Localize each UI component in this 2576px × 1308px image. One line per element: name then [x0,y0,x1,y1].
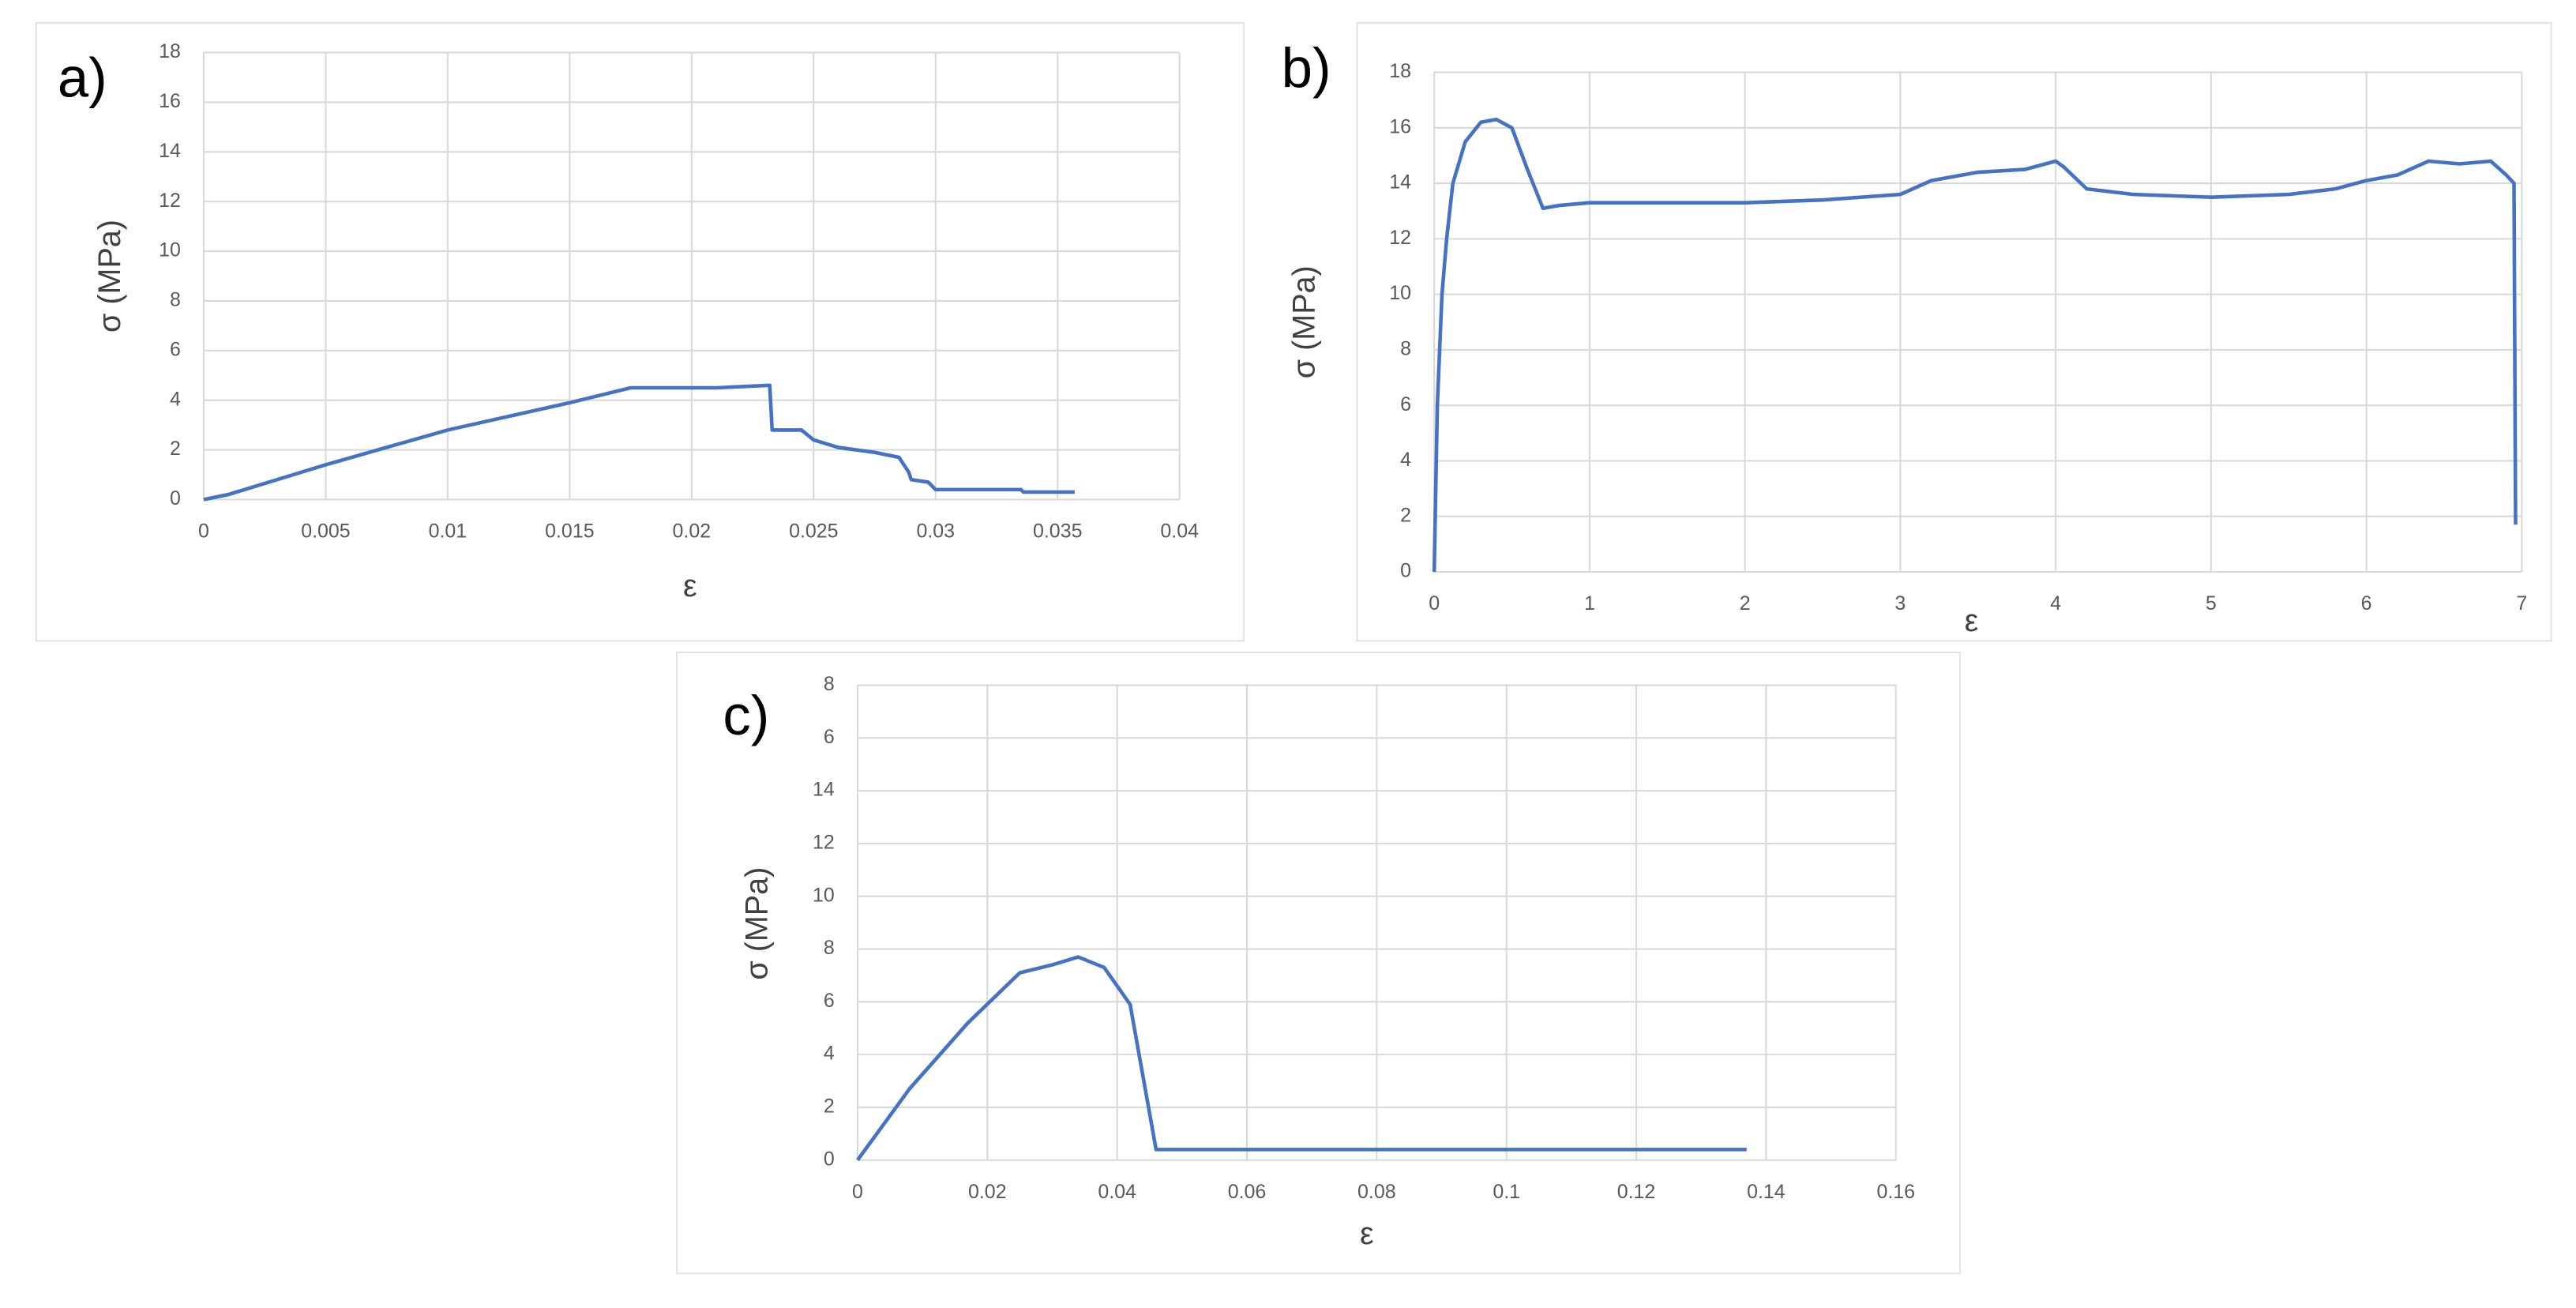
x-tick-label: 0.02 [673,521,712,543]
x-tick-label: 0.015 [545,521,594,543]
x-tick-label: 0.03 [916,521,955,543]
y-tick-label: 4 [1400,449,1411,471]
x-tick-label: 5 [2206,592,2217,615]
y-tick-label: 8 [824,937,835,959]
data-line [856,955,1747,1162]
y-tick-label: 4 [824,1043,835,1065]
y-tick-label: 16 [159,90,181,112]
y-axis-label: σ (MPa) [1286,265,1321,378]
x-tick-label: 0.12 [1617,1181,1656,1203]
panel-label: b) [1282,36,1331,99]
y-tick-label: 10 [1389,282,1411,304]
x-tick-label: 0.1 [1493,1181,1520,1203]
y-tick-label: 14 [1389,171,1411,194]
x-tick-label: 1 [1584,592,1595,615]
x-tick-label: 0.08 [1357,1181,1396,1203]
x-tick-label: 0 [198,521,209,543]
x-tick-label: 6 [2361,592,2372,615]
x-tick-label: 0.005 [301,521,350,543]
y-tick-label: 6 [170,338,181,360]
y-tick-label: 12 [1389,227,1411,249]
x-tick-label: 0.035 [1033,521,1082,543]
y-tick-label: 6 [824,726,835,748]
y-tick-label: 0 [1400,560,1411,582]
y-tick-label: 12 [159,190,181,212]
x-tick-label: 0.04 [1098,1181,1136,1203]
y-tick-label: 14 [159,140,181,162]
y-tick-label: 12 [813,832,835,854]
y-tick-label: 0 [170,487,181,509]
y-tick-label: 16 [1389,115,1411,137]
x-tick-label: 3 [1894,592,1906,615]
x-tick-label: 0.16 [1876,1181,1915,1203]
x-tick-label: 4 [2050,592,2061,615]
y-tick-label: 4 [170,388,181,410]
y-tick-label: 10 [813,884,835,906]
y-tick-label: 8 [170,289,181,311]
x-axis-label: ε [1965,603,1979,638]
y-tick-label: 0 [824,1148,835,1170]
y-tick-label: 8 [824,673,835,695]
data-line [203,383,1075,502]
x-tick-label: 0.04 [1160,521,1199,543]
x-tick-label: 0 [1429,592,1440,615]
y-tick-label: 2 [1400,504,1411,526]
y-tick-label: 10 [159,239,181,261]
y-tick-label: 2 [824,1096,835,1118]
data-line [1432,117,2518,573]
chart-frame [35,22,1245,642]
y-tick-label: 2 [170,438,181,460]
x-axis-label: ε [1360,1216,1374,1251]
y-tick-label: 8 [1400,337,1411,359]
y-tick-label: 6 [1400,393,1411,415]
panel-label: a) [58,47,107,109]
x-tick-label: 0.01 [429,521,468,543]
x-tick-label: 0 [852,1181,863,1203]
x-tick-label: 0.06 [1228,1181,1267,1203]
y-tick-label: 18 [1389,60,1411,82]
panel-label: c) [723,684,769,746]
x-tick-label: 0.025 [789,521,838,543]
y-axis-label: σ (MPa) [92,220,127,333]
x-tick-label: 0.14 [1747,1181,1786,1203]
x-tick-label: 2 [1740,592,1751,615]
y-axis-label: σ (MPa) [740,867,775,980]
y-tick-label: 6 [824,990,835,1012]
chart-frame [1356,22,2552,642]
x-tick-label: 7 [2516,592,2527,615]
y-tick-label: 18 [159,40,181,62]
y-tick-label: 14 [813,779,835,801]
x-axis-label: ε [683,569,697,603]
chart-frame [676,651,1961,1275]
x-tick-label: 0.02 [968,1181,1007,1203]
